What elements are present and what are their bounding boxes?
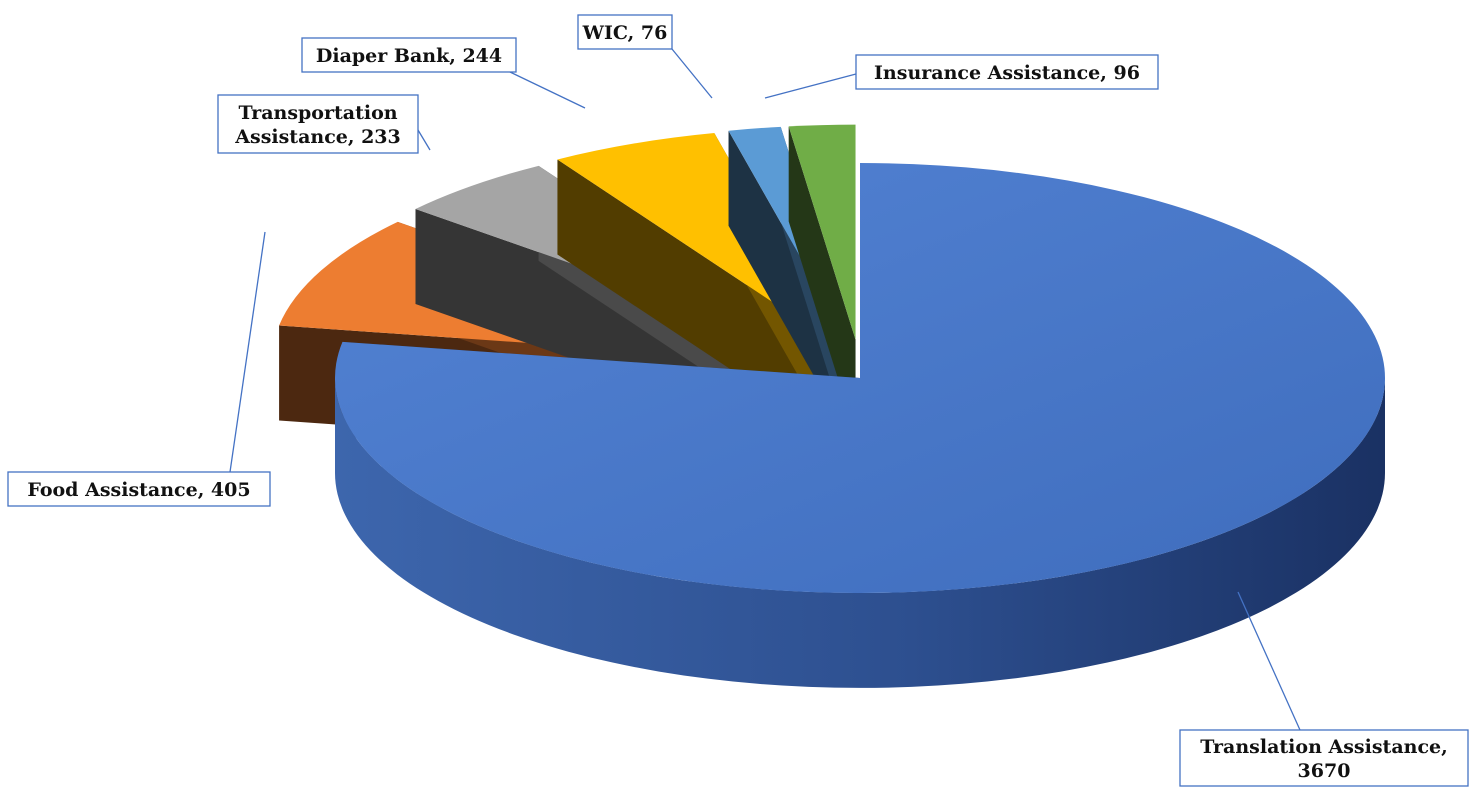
data-label-insurance-assistance: Insurance Assistance, 96 (764, 54, 1159, 99)
data-label-translation-assistance: Translation Assistance,3670 (1179, 591, 1469, 787)
leader-line (1237, 591, 1301, 731)
leader-line (417, 129, 431, 151)
pie-slice-translation-assistance (335, 163, 1385, 688)
label-box (301, 37, 517, 73)
label-text: Insurance Assistance, 96 (874, 62, 1140, 84)
slice-top (788, 124, 856, 340)
slice-wall (728, 130, 848, 436)
slice-top (557, 133, 834, 343)
leader-line (229, 231, 266, 473)
label-text: WIC, 76 (582, 22, 668, 44)
slice-wall (557, 159, 834, 438)
label-text: Assistance, 233 (234, 126, 401, 148)
label-box (7, 471, 271, 507)
leader-line (509, 71, 586, 109)
data-label-diaper-bank: Diaper Bank, 244 (301, 37, 586, 109)
slice-top (335, 163, 1385, 593)
leader-line (764, 73, 857, 99)
label-box (1179, 729, 1469, 787)
label-text: Transportation (238, 102, 397, 124)
data-label-food-assistance: Food Assistance, 405 (7, 231, 271, 507)
slice-side (335, 378, 1385, 688)
slice-wall (788, 126, 856, 435)
data-label-wic: WIC, 76 (577, 14, 713, 99)
label-box (855, 54, 1159, 90)
label-text: Translation Assistance, (1200, 736, 1447, 758)
label-text: Diaper Bank, 244 (316, 45, 502, 67)
label-box (577, 14, 673, 50)
leader-line (671, 48, 713, 99)
pie-slice-insurance-assistance (788, 124, 856, 435)
label-text: Food Assistance, 405 (27, 479, 250, 501)
label-text: 3670 (1298, 760, 1351, 782)
label-box (217, 94, 419, 154)
